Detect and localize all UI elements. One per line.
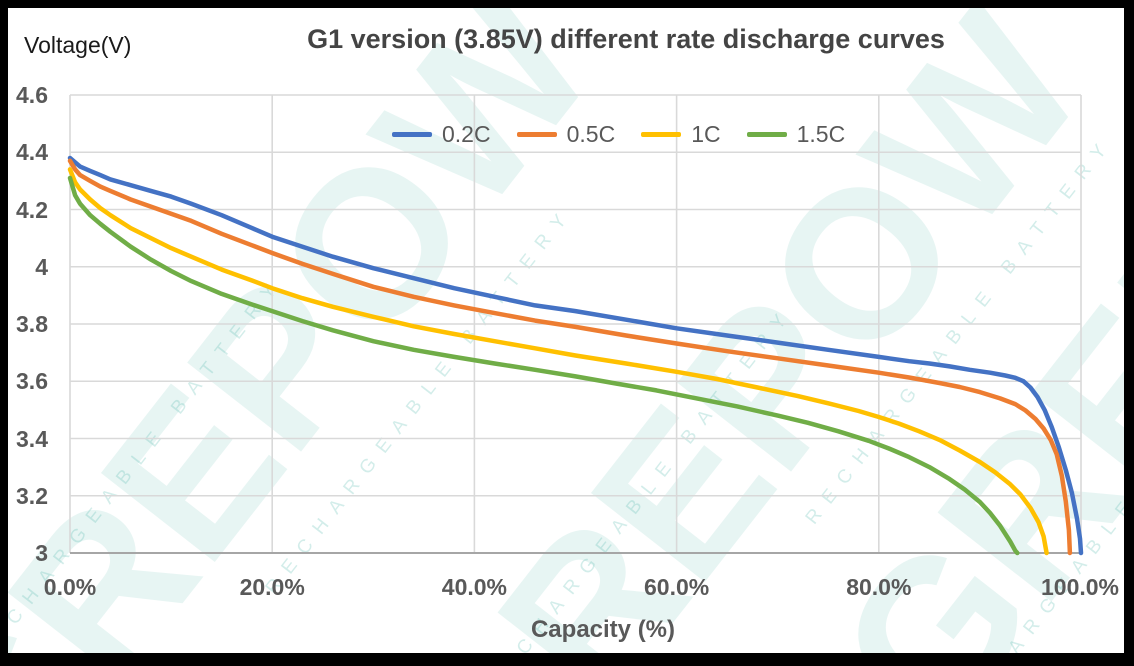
y-tick-label: 3 — [35, 540, 48, 566]
legend-label: 1C — [691, 121, 721, 147]
legend-swatch-0.5C — [516, 132, 557, 137]
y-tick-label: 3.6 — [16, 368, 48, 395]
chart-title: G1 version (3.85V) different rate discha… — [307, 24, 945, 54]
legend-label: 1.5C — [796, 121, 846, 147]
y-tick-label: 4.2 — [16, 196, 48, 223]
x-tick-label: 20.0% — [239, 574, 305, 600]
legend-item-0.5C: 0.5C — [516, 121, 616, 147]
series-line-1.5C — [67, 175, 1020, 556]
y-tick-label: 4.4 — [16, 139, 48, 166]
series-line-1C — [67, 167, 1049, 556]
x-axis-title: Capacity (%) — [530, 616, 676, 643]
legend-label: 0.5C — [566, 121, 616, 147]
y-tick-label: 3.2 — [16, 482, 48, 509]
y-tick-label: 4.6 — [16, 82, 48, 108]
series-line-0.5C — [67, 158, 1073, 556]
x-tick-label: 40.0% — [441, 574, 507, 600]
y-tick-label: 3.8 — [16, 311, 48, 337]
y-axis-title: Voltage(V) — [24, 32, 132, 58]
x-tick-label: 80.0% — [846, 574, 912, 600]
y-tick-label: 3.4 — [16, 425, 48, 452]
y-tick-label: 4 — [35, 253, 48, 280]
legend-swatch-0.2C — [392, 132, 432, 137]
legend-swatch-1.5C — [746, 132, 787, 137]
x-tick-label: 60.0% — [643, 574, 710, 600]
legend-item-1.5C: 1.5C — [746, 121, 846, 147]
legend-item-0.2C: 0.2C — [392, 123, 491, 146]
chart-legend: 0.2C 0.5C 1C 1.5C — [392, 123, 845, 146]
series-line-0.2C — [67, 155, 1084, 556]
legend-swatch-1C — [641, 132, 682, 137]
x-tick-label: 100.0% — [1040, 574, 1120, 600]
legend-item-1C: 1C — [641, 121, 721, 147]
legend-label: 0.2C — [442, 121, 491, 147]
x-tick-label: 0.0% — [43, 574, 97, 600]
